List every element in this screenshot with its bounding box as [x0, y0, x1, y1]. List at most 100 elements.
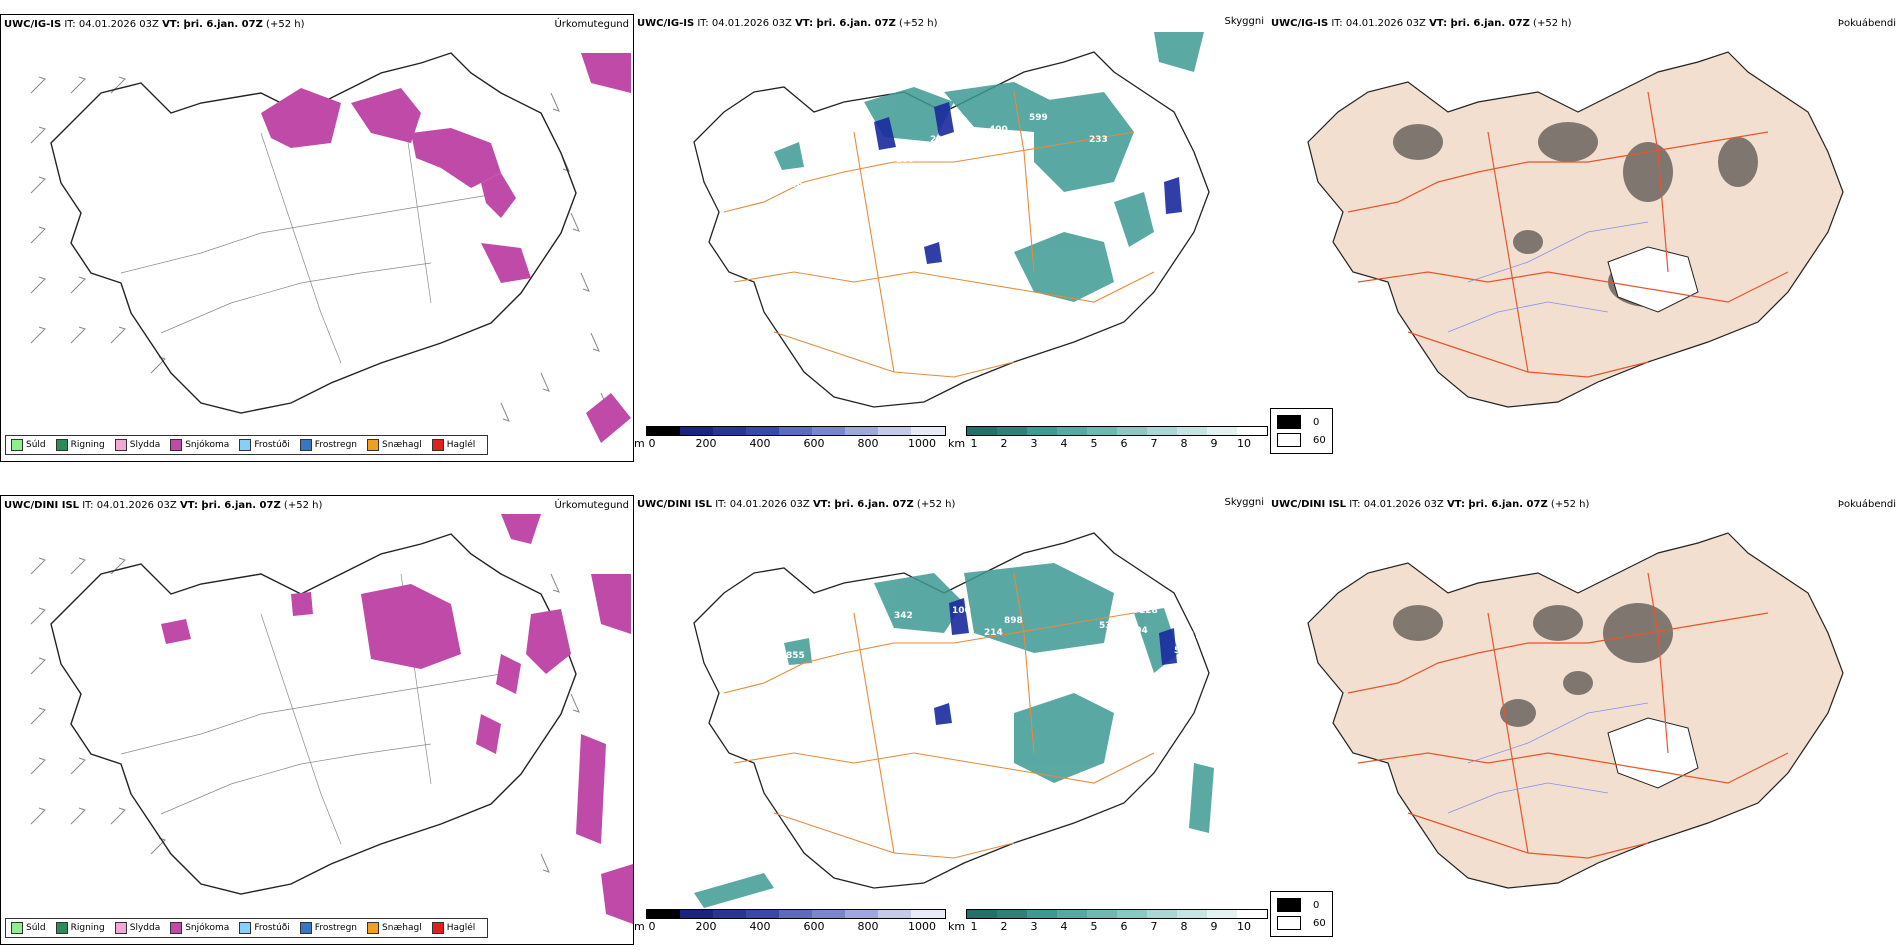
panel-header: UWC/IG-IS IT: 04.01.2026 03Z VT: þri. 6.… — [1271, 18, 1571, 29]
visibility-tick: 8 — [1180, 437, 1188, 450]
legend-swatch — [170, 439, 183, 451]
init-time: IT: 04.01.2026 03Z — [1349, 499, 1444, 510]
road-network — [1347, 572, 1789, 859]
height-label: 400 — [989, 125, 1008, 135]
legend-item: Slydda — [114, 922, 161, 934]
height-label: 218 — [1116, 273, 1135, 283]
visibility-tick: 7 — [1150, 437, 1158, 450]
low-visibility-areas — [774, 32, 1204, 302]
snow-areas — [161, 514, 633, 924]
visibility-tick: 5 — [1090, 920, 1098, 933]
model-name: UWC/DINI ISL — [1271, 499, 1347, 510]
legend-item: Rigning — [55, 439, 105, 451]
panel-header: UWC/DINI ISL IT: 04.01.2026 03Z VT: þri.… — [4, 500, 322, 511]
model-name: UWC/IG-IS — [1271, 18, 1329, 29]
height-label: 282 — [1064, 307, 1083, 317]
visibility-tick: 2 — [1000, 437, 1008, 450]
valid-time: VT: þri. 6.jan. 07Z — [795, 18, 896, 29]
visibility-tick: 10 — [1237, 920, 1251, 933]
legend-label: Frostregn — [314, 440, 358, 450]
panel-title: Skyggni — [1224, 497, 1264, 508]
visibility-panel-1: UWC/IG-IS IT: 04.01.2026 03Z VT: þri. 6.… — [634, 14, 1268, 462]
height-label: 855 — [786, 651, 805, 661]
visibility-tick: 1 — [970, 437, 978, 450]
height-label: 174 — [952, 712, 971, 722]
low-visibility-areas — [694, 563, 1214, 908]
legend-label: Frostúði — [254, 923, 290, 933]
height-label: 404 — [906, 170, 925, 180]
legend-label: Snæhagl — [382, 923, 422, 933]
panel-title: Skyggni — [1224, 16, 1264, 27]
legend-label: Slydda — [129, 923, 161, 933]
wind-barbs — [30, 76, 610, 422]
height-label: 100 — [952, 606, 971, 616]
height-tick: 200 — [695, 437, 717, 450]
legend-item: Rigning — [55, 922, 105, 934]
iceland-outline — [693, 51, 1210, 408]
legend-label: Snjókoma — [185, 923, 230, 933]
precip-map — [30, 514, 633, 924]
legend-label: Haglél — [446, 923, 476, 933]
legend-label: Súld — [26, 923, 46, 933]
legend-item: Frostúði — [239, 922, 290, 934]
precip-legend: Súld Rigning Slydda Snjókoma Frostúði Fr… — [5, 435, 489, 455]
legend-item: Snæhagl — [367, 922, 422, 934]
height-tick: 200 — [695, 920, 717, 933]
height-label: 233 — [1089, 135, 1108, 145]
lead-time: (+52 h) — [1533, 18, 1572, 29]
panel-title: Þokuábendi — [1837, 499, 1896, 510]
height-bar — [646, 909, 946, 919]
legend-label: Súld — [26, 440, 46, 450]
height-tick: 1000 — [908, 437, 936, 450]
model-name: UWC/IG-IS — [637, 18, 695, 29]
panel-title: Úrkomutegund — [554, 19, 629, 30]
visibility-bar — [966, 909, 1268, 919]
height-label: 214 — [984, 628, 1003, 638]
model-name: UWC/DINI ISL — [4, 500, 80, 511]
visibility-tick: 4 — [1060, 437, 1068, 450]
legend-label: Frostregn — [314, 923, 358, 933]
fog-panel-2: UWC/DINI ISL IT: 04.01.2026 03Z VT: þri.… — [1268, 495, 1900, 945]
visibility-unit: km — [948, 437, 966, 450]
visibility-map: 855 342 100 898 214 533 204 128 147 558 … — [693, 532, 1214, 908]
precip-legend: Súld Rigning Slydda Snjókoma Frostúði Fr… — [5, 918, 489, 938]
height-bar — [646, 426, 946, 436]
height-label: 204 — [1129, 626, 1148, 636]
height-tick: 400 — [749, 920, 771, 933]
legend-item: Frostúði — [239, 439, 290, 451]
height-label: 214 — [930, 135, 949, 145]
height-label: 35 — [1112, 253, 1125, 263]
init-time: IT: 04.01.2026 03Z — [1331, 18, 1426, 29]
road-network — [120, 573, 502, 845]
valid-time: VT: þri. 6.jan. 07Z — [162, 19, 263, 30]
visibility-tick: 10 — [1237, 437, 1251, 450]
legend-item: Súld — [11, 922, 46, 934]
height-tick: 600 — [803, 437, 825, 450]
road-network — [120, 92, 502, 364]
lead-time: (+52 h) — [266, 19, 305, 30]
iceland-outline — [693, 532, 1210, 889]
init-time: IT: 04.01.2026 03Z — [697, 18, 792, 29]
iceland-outline — [50, 533, 577, 895]
precip-panel-1: UWC/IG-IS IT: 04.01.2026 03Z VT: þri. 6.… — [0, 14, 634, 462]
legend-swatch — [11, 439, 23, 451]
panel-header: UWC/DINI ISL IT: 04.01.2026 03Z VT: þri.… — [637, 499, 955, 510]
iceland-land — [1307, 532, 1844, 889]
legend-item: Snjókoma — [170, 922, 229, 934]
height-labels: 855 342 100 898 214 533 204 128 147 558 … — [786, 606, 1201, 722]
height-label: 128 — [1139, 606, 1158, 616]
legend-swatch — [55, 439, 68, 451]
legend-item: Haglél — [431, 439, 475, 451]
height-tick: 800 — [857, 437, 879, 450]
height-label: 342 — [894, 611, 913, 621]
height-tick: 0 — [648, 920, 656, 933]
panel-header: UWC/IG-IS IT: 04.01.2026 03Z VT: þri. 6.… — [637, 18, 937, 29]
visibility-tick: 4 — [1060, 920, 1068, 933]
height-label: 599 — [1029, 113, 1048, 123]
visibility-panel-2: UWC/DINI ISL IT: 04.01.2026 03Z VT: þri.… — [634, 495, 1268, 945]
legend-swatch — [367, 922, 380, 934]
height-tick: 600 — [803, 920, 825, 933]
fog-scale-max: 60 — [1277, 914, 1326, 932]
init-time: IT: 04.01.2026 03Z — [715, 499, 810, 510]
legend-swatch — [170, 922, 183, 934]
